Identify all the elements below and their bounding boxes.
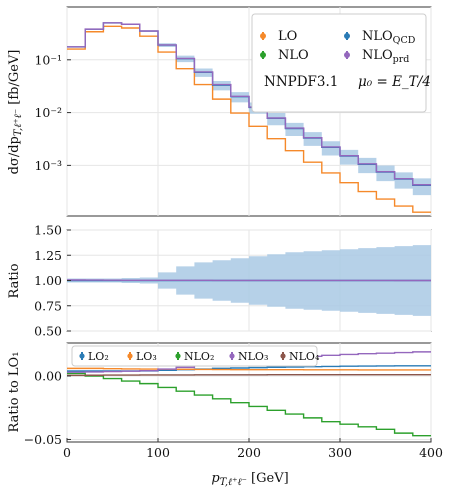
y-tick-label: 0.00 <box>34 369 62 384</box>
y-tick-label: 1.00 <box>34 273 62 288</box>
corrections-legend-label: LO₃ <box>136 350 157 363</box>
x-tick-label: 300 <box>328 445 352 460</box>
legend-marker-dot <box>229 353 235 359</box>
ratio-y-ticks: 0.50 0.75 1.00 1.25 1.50 <box>34 223 71 339</box>
corrections-y-ticks: 0.00 −0.05 <box>24 369 71 447</box>
main-legend: LO NLOQCD NLO NLOprd NNPDF3.1 μ₀ = E_T/4 <box>251 13 431 113</box>
series-line-lo <box>67 25 431 213</box>
y-tick-label: 0.50 <box>34 324 62 339</box>
corrections-series <box>67 351 431 437</box>
legend-label-lo: LO <box>278 29 297 44</box>
correction-line-2 <box>67 372 431 437</box>
legend-marker-dot <box>79 353 85 359</box>
y-tick-label: 0.75 <box>34 298 62 313</box>
ratio-line-nlo-prd <box>67 279 431 282</box>
corrections-legend-frame <box>71 345 318 367</box>
corrections-panel: 0.00 −0.05 0 100 200 300 400 Ratio to LO₁ pT,… <box>7 342 443 488</box>
main-panel: 10⁻¹ 10⁻² 10⁻³ dσ/dpT,ℓ⁺ℓ⁻ [fb/GeV] LO NLO… <box>7 6 432 217</box>
y-tick-label: −0.05 <box>24 432 62 447</box>
main-legend-frame <box>251 13 427 113</box>
legend-entry-lo: LO <box>260 29 297 44</box>
y-tick-label: 10⁻² <box>34 105 62 120</box>
corrections-y-axis-label: Ratio to LO₁ <box>7 352 22 433</box>
x-tick-label: 200 <box>237 445 261 460</box>
corrections-legend: LO₂ LO₃ NLO₂ NLO₃ NLO₄ <box>71 345 320 367</box>
pdf-set-annotation: NNPDF3.1 <box>264 74 338 90</box>
ratio-panel: 0.50 0.75 1.00 1.25 1.50 Ratio <box>7 223 432 339</box>
ratio-y-axis-label: Ratio <box>7 263 22 298</box>
main-series <box>67 22 431 213</box>
main-y-ticks: 10⁻¹ 10⁻² 10⁻³ <box>34 52 71 173</box>
x-tick-label: 100 <box>146 445 170 460</box>
ratio-series <box>67 279 431 282</box>
y-tick-label: 1.50 <box>34 223 62 238</box>
scale-annotation: μ₀ = E_T/4 <box>358 74 431 90</box>
corrections-legend-label: LO₂ <box>88 350 109 363</box>
x-axis-ticks: 0 100 200 300 400 <box>63 438 443 460</box>
y-tick-label: 10⁻³ <box>34 158 62 173</box>
legend-marker-dot <box>280 353 286 359</box>
corrections-legend-label: NLO₂ <box>184 350 214 363</box>
legend-marker-dot <box>175 353 181 359</box>
legend-entry-nlo: NLO <box>260 48 309 63</box>
main-y-axis-label: dσ/dpT,ℓ⁺ℓ⁻ [fb/GeV] <box>7 50 24 175</box>
corrections-legend-label: NLO₄ <box>289 350 320 363</box>
corrections-legend-label: NLO₃ <box>238 350 268 363</box>
y-tick-label: 10⁻¹ <box>34 52 62 67</box>
y-tick-label: 1.25 <box>34 248 62 263</box>
legend-label-nlo: NLO <box>278 48 309 63</box>
x-axis-label: pT,ℓ⁺ℓ⁻ [GeV] <box>211 471 288 488</box>
legend-marker-dot <box>127 353 133 359</box>
correction-line-1 <box>67 367 431 371</box>
correction-line-4 <box>67 374 431 377</box>
x-tick-label: 0 <box>63 445 71 460</box>
x-tick-label: 400 <box>419 445 443 460</box>
series-line-nlo-prd <box>67 22 431 186</box>
